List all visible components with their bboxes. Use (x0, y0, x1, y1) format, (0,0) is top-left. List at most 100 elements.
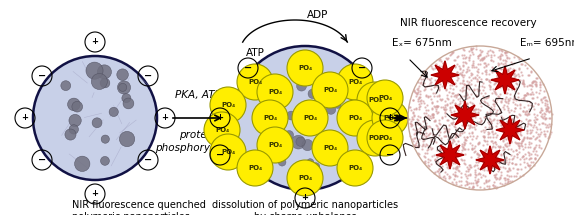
Point (467, 117, 476, 121)
Point (506, 92, 515, 96)
Point (518, 137, 528, 140)
Point (487, 121, 496, 125)
Point (419, 137, 428, 140)
Point (484, 49, 493, 53)
Point (492, 133, 501, 137)
Point (418, 124, 428, 127)
Circle shape (118, 81, 130, 94)
Point (461, 91, 471, 94)
Point (505, 174, 514, 178)
Point (509, 79, 518, 83)
Point (463, 107, 472, 111)
Point (418, 147, 427, 150)
Point (436, 105, 445, 108)
Point (517, 134, 526, 137)
Circle shape (65, 129, 76, 140)
Point (544, 122, 553, 126)
Point (470, 110, 479, 113)
Point (498, 53, 507, 57)
Point (477, 57, 486, 61)
Point (429, 119, 438, 123)
Text: PO₄: PO₄ (383, 115, 397, 121)
Point (538, 112, 547, 116)
Point (446, 83, 455, 87)
Circle shape (91, 74, 107, 89)
Point (414, 102, 423, 106)
Point (442, 56, 451, 60)
Point (523, 150, 532, 154)
Point (463, 118, 472, 122)
Point (472, 180, 482, 183)
Point (437, 143, 447, 146)
Point (509, 71, 518, 75)
Point (465, 49, 474, 52)
Point (512, 155, 521, 158)
Point (510, 103, 519, 106)
Point (481, 68, 490, 71)
Text: NIR fluorescence recovery: NIR fluorescence recovery (400, 18, 536, 28)
Point (499, 90, 508, 94)
Point (474, 70, 483, 73)
Point (519, 82, 528, 86)
Point (468, 114, 478, 118)
Point (470, 144, 479, 148)
Point (537, 97, 546, 100)
Point (486, 59, 495, 62)
Point (443, 57, 452, 60)
Point (440, 111, 449, 114)
Point (455, 118, 464, 122)
Point (458, 64, 467, 68)
Point (444, 161, 453, 164)
Point (505, 110, 514, 114)
Point (422, 124, 431, 128)
Point (441, 134, 451, 138)
Point (471, 115, 480, 118)
Point (425, 144, 434, 148)
Point (424, 117, 433, 120)
Point (471, 173, 480, 176)
Point (482, 77, 491, 80)
Point (507, 88, 516, 91)
Point (466, 54, 475, 57)
Point (440, 105, 449, 108)
Point (440, 110, 449, 114)
Point (435, 168, 444, 171)
Point (540, 132, 549, 135)
Point (453, 148, 463, 152)
Point (500, 50, 509, 54)
Point (439, 107, 448, 111)
Point (472, 134, 482, 138)
Point (463, 86, 472, 90)
Point (523, 145, 532, 149)
Point (433, 127, 443, 130)
Point (471, 65, 480, 68)
Text: +: + (386, 114, 394, 123)
Point (509, 149, 518, 152)
Point (459, 143, 468, 146)
Circle shape (327, 105, 336, 114)
Point (417, 78, 426, 81)
Circle shape (69, 125, 79, 134)
Point (543, 104, 552, 108)
Point (424, 134, 433, 137)
Point (511, 148, 521, 151)
Point (472, 79, 482, 83)
Point (470, 108, 479, 111)
Point (495, 176, 505, 180)
Point (414, 107, 424, 111)
Point (526, 123, 536, 127)
Point (460, 103, 469, 107)
Point (503, 98, 513, 101)
Point (472, 184, 482, 187)
Point (492, 161, 501, 164)
Point (462, 91, 471, 95)
Point (483, 142, 492, 146)
Point (451, 95, 460, 99)
Point (504, 167, 513, 171)
Point (475, 116, 484, 120)
Point (530, 145, 540, 149)
Point (489, 185, 498, 189)
Text: −: − (386, 150, 394, 160)
Point (482, 101, 491, 105)
Point (501, 142, 510, 146)
